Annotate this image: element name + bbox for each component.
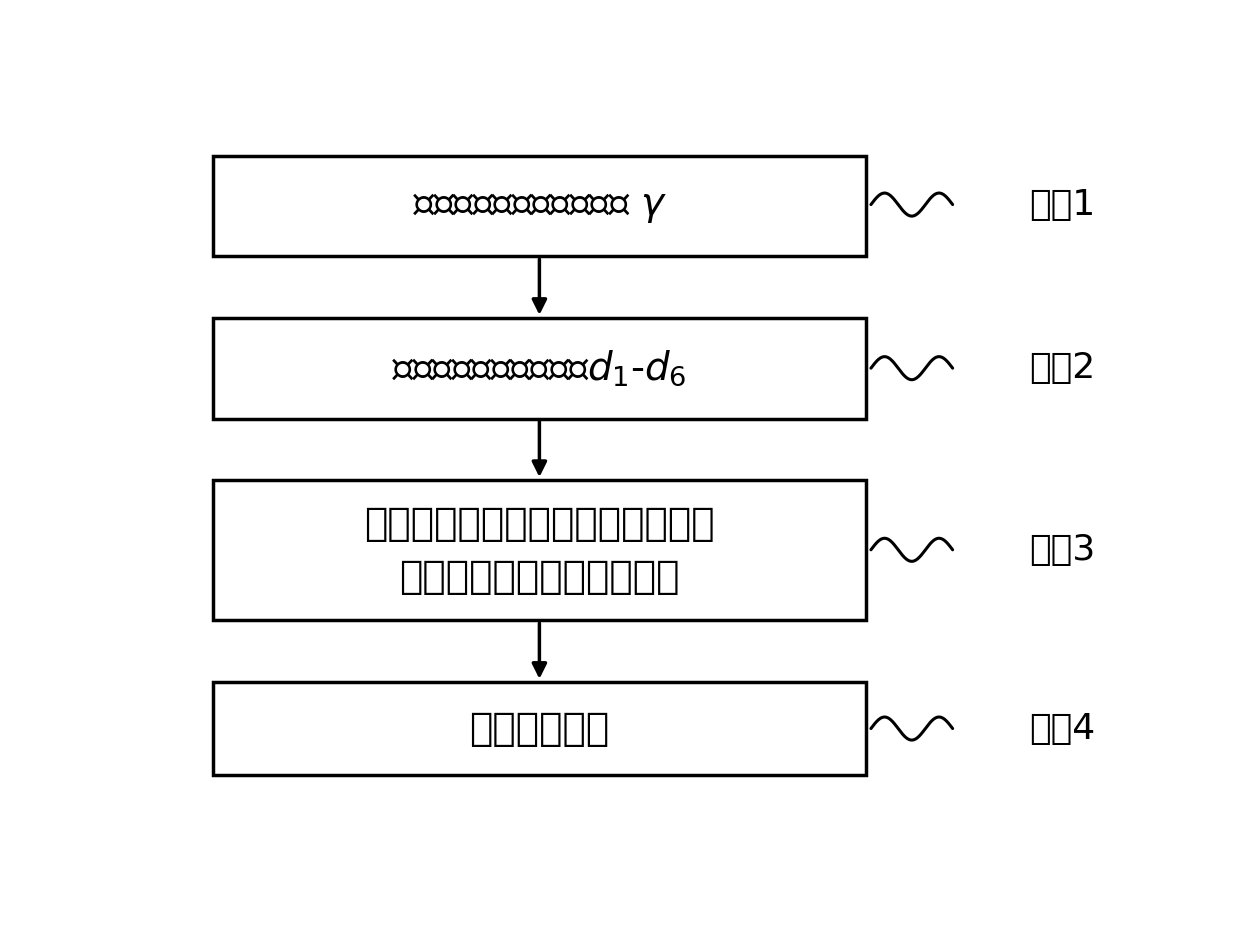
Bar [213,155,866,256]
Text: 根据旋转矢量的占空比分配得到各
个旋转矢量的动作时间序列: 根据旋转矢量的占空比分配得到各 个旋转矢量的动作时间序列 [365,505,714,595]
Bar [213,317,866,418]
Text: 步骤3: 步骤3 [1029,533,1096,567]
Bar [213,480,866,621]
Text: 输入无功控制，得到系数 $\gamma$: 输入无功控制，得到系数 $\gamma$ [413,187,666,225]
Text: 步骤4: 步骤4 [1029,711,1096,746]
Bar [213,681,866,775]
Text: 控制开关动作: 控制开关动作 [469,709,610,748]
Text: 计算旋转矢量的占空比$d_1$-$d_6$: 计算旋转矢量的占空比$d_1$-$d_6$ [392,348,687,388]
Text: 步骤2: 步骤2 [1029,351,1096,386]
Text: 步骤1: 步骤1 [1029,187,1096,222]
